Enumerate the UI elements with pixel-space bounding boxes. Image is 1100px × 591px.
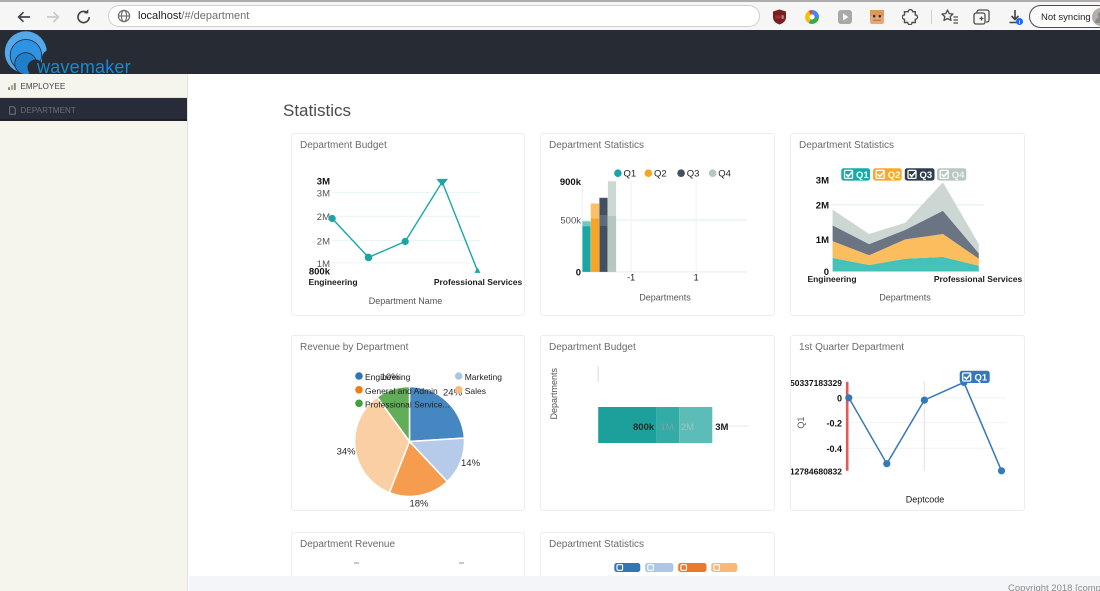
svg-text:Engineering: Engineering <box>365 372 411 382</box>
svg-text:18%: 18% <box>409 498 429 509</box>
svg-text:Q1: Q1 <box>975 372 988 383</box>
svg-text:2M: 2M <box>816 200 829 211</box>
svg-text:0: 0 <box>576 267 581 278</box>
svg-text:1M: 1M <box>816 235 829 246</box>
svg-text:Sales: Sales <box>465 386 486 396</box>
svg-text:3M: 3M <box>816 175 829 186</box>
svg-text:900k: 900k <box>560 177 582 188</box>
svg-text:Deptcode: Deptcode <box>906 495 945 505</box>
svg-text:3M: 3M <box>715 422 728 433</box>
svg-text:Q4: Q4 <box>718 169 731 180</box>
svg-text:Marketing: Marketing <box>465 372 503 382</box>
svg-text:-1: -1 <box>627 273 635 283</box>
svg-text:0: 0 <box>837 394 842 404</box>
svg-text:3M: 3M <box>317 176 330 187</box>
svg-text:Departments: Departments <box>549 367 559 419</box>
svg-text:Q2: Q2 <box>654 169 667 180</box>
svg-text:800k: 800k <box>309 267 331 278</box>
svg-text:24%: 24% <box>443 387 463 398</box>
svg-text:-0.4: -0.4 <box>826 444 842 454</box>
svg-text:Q3: Q3 <box>687 169 700 180</box>
svg-text:Engineering: Engineering <box>807 274 856 284</box>
svg-text:34%: 34% <box>337 447 357 458</box>
svg-text:2M: 2M <box>317 212 330 223</box>
svg-text:800k: 800k <box>633 422 655 433</box>
svg-text:Professional Services: Professional Services <box>434 277 523 287</box>
svg-text:1M: 1M <box>660 422 673 433</box>
svg-text:Q1: Q1 <box>856 170 869 181</box>
svg-text:-0.2: -0.2 <box>826 418 842 428</box>
svg-text:Q2: Q2 <box>888 170 901 181</box>
svg-text:2M: 2M <box>317 237 330 248</box>
svg-text:General and Admin: General and Admin <box>365 386 438 396</box>
svg-text:Professional Service...: Professional Service... <box>365 399 450 409</box>
svg-text:Department Name: Department Name <box>369 296 443 306</box>
svg-text:Q1: Q1 <box>796 417 806 429</box>
svg-text:0: 0 <box>824 267 829 278</box>
svg-text:Q4: Q4 <box>952 170 965 181</box>
svg-text:14%: 14% <box>461 458 481 469</box>
svg-text:500k: 500k <box>560 216 581 227</box>
svg-text:Departments: Departments <box>879 293 931 303</box>
svg-text:2M: 2M <box>681 422 694 433</box>
svg-text:Q3: Q3 <box>920 170 933 181</box>
svg-text:Engineering: Engineering <box>308 277 357 287</box>
svg-text:i: i <box>1019 20 1021 26</box>
svg-text:1M: 1M <box>317 259 330 270</box>
svg-text:Professional Services: Professional Services <box>934 274 1023 284</box>
svg-text:10%: 10% <box>381 372 401 383</box>
svg-text:Departments: Departments <box>639 293 691 303</box>
svg-text:1: 1 <box>694 273 699 283</box>
svg-text:3M: 3M <box>317 188 330 199</box>
svg-text:Q1: Q1 <box>624 169 637 180</box>
svg-text:50337183329: 50337183329 <box>791 378 842 388</box>
svg-text:12784680832: 12784680832 <box>791 467 842 477</box>
